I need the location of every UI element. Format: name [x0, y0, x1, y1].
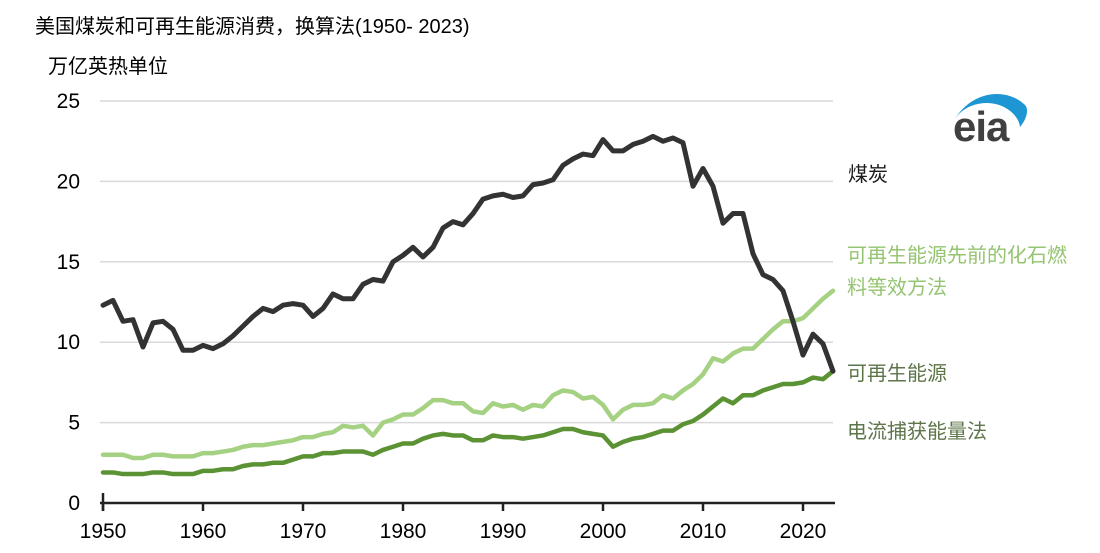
series-label-captured-energy: 电流捕获能量法 — [847, 421, 987, 443]
x-tick-label: 1980 — [380, 520, 427, 543]
y-tick-label: 0 — [68, 492, 80, 515]
chart-title: 美国煤炭和可再生能源消费，换算法(1950- 2023) — [35, 16, 470, 38]
series-label-fossil-fuel-equivalence: 可再生能源先前的化石燃料等效方法 — [847, 245, 1067, 300]
y-tick-label: 20 — [57, 170, 80, 193]
y-tick-label: 15 — [57, 251, 80, 274]
series-line-2 — [100, 133, 836, 374]
x-tick-label: 1960 — [180, 520, 227, 543]
y-tick-label: 10 — [57, 331, 80, 354]
x-tick-label: 2010 — [680, 520, 727, 543]
series-line-0 — [100, 288, 836, 461]
eia-logo-swoosh-icon — [955, 93, 1028, 127]
series-label-coal: 煤炭 — [848, 164, 888, 186]
y-tick-label: 25 — [57, 90, 80, 113]
x-tick-label: 1990 — [480, 520, 527, 543]
x-tick-label: 2000 — [580, 520, 627, 543]
x-tick-label: 1970 — [280, 520, 327, 543]
x-tick-label: 1950 — [80, 520, 127, 543]
y-axis-unit-label: 万亿英热单位 — [48, 56, 168, 78]
eia-logo: eia — [951, 86, 1035, 150]
series-line-1 — [100, 368, 836, 477]
eia-logo-text: eia — [953, 103, 1010, 146]
x-tick-label: 2020 — [780, 520, 827, 543]
y-tick-label: 5 — [68, 412, 80, 435]
series-label-renewables: 可再生能源 — [847, 363, 947, 385]
